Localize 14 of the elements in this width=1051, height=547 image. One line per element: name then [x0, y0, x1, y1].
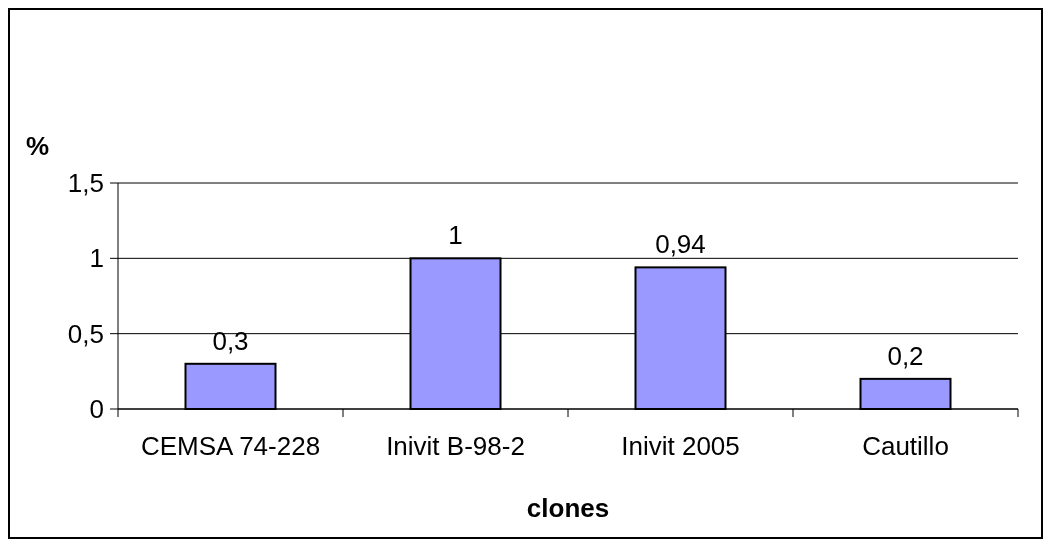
data-label: 0,3 — [212, 325, 249, 356]
y-tick-label: 1 — [89, 243, 104, 274]
x-tick-label: CEMSA 74-228 — [140, 431, 321, 461]
x-tick-label: Inivit B-98-2 — [386, 431, 525, 461]
y-tick-label: 1,5 — [67, 168, 104, 199]
data-label: 0,2 — [887, 340, 924, 371]
y-tick-label: 0,5 — [67, 318, 104, 349]
x-axis-title: clones — [526, 493, 610, 523]
y-axis-title: % — [26, 131, 50, 161]
x-tick-label: Cautillo — [862, 431, 949, 461]
data-label: 1 — [448, 220, 463, 251]
x-tick-label: Inivit 2005 — [621, 431, 740, 461]
y-tick-label: 0 — [89, 394, 104, 425]
data-label: 0,94 — [655, 229, 706, 260]
